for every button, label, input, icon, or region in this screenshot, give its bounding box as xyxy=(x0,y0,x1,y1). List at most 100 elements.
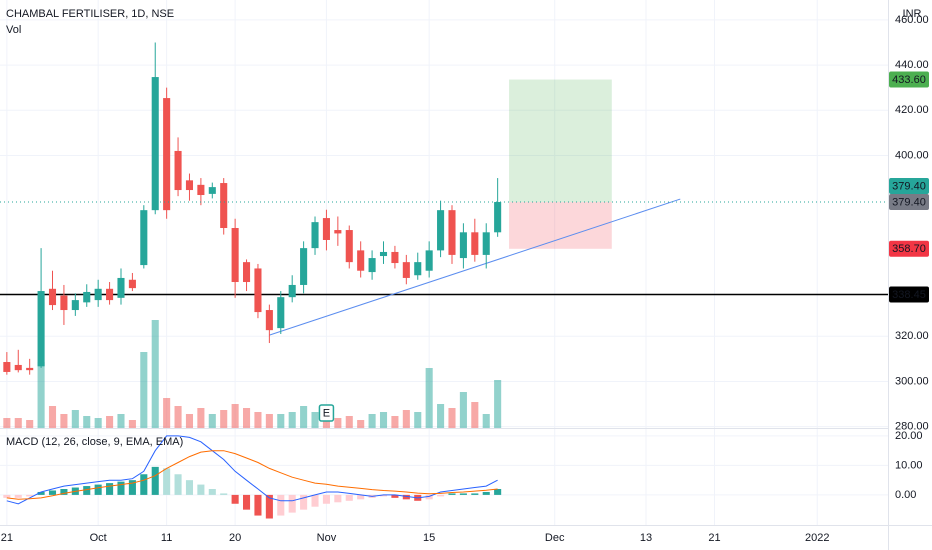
candle-body xyxy=(37,291,45,367)
volume-bar xyxy=(379,412,388,428)
candle-body xyxy=(368,258,376,273)
macd-histogram-bar xyxy=(117,481,125,495)
x-tick-label: 21 xyxy=(1,532,13,544)
x-tick-label: Nov xyxy=(317,532,337,544)
candle-body xyxy=(71,300,79,311)
candle-body xyxy=(448,210,456,255)
macd-histogram-bar xyxy=(311,494,319,507)
macd-histogram-bar xyxy=(300,494,308,510)
macd-histogram-bar xyxy=(322,494,330,504)
x-tick-label: 20 xyxy=(229,532,241,544)
volume-bar xyxy=(128,420,136,428)
candle-body xyxy=(425,250,433,271)
candle-body xyxy=(185,180,194,191)
volume-bar xyxy=(231,404,239,428)
macd-title: MACD (12, 26, close, 9, EMA, EMA) xyxy=(6,436,183,448)
candle-body xyxy=(288,284,296,298)
macd-histogram-bar xyxy=(448,493,456,495)
y-tick-label: 440.00 xyxy=(895,59,929,71)
candle-body xyxy=(231,228,239,283)
macd-histogram-bar xyxy=(437,494,445,497)
candle-body xyxy=(106,288,114,301)
labels: 21 Oct 11 20 Nov 15 Dec 13 21 2022 280.00 300.00 320… xyxy=(1,14,929,544)
macd-histogram-bar xyxy=(425,494,433,500)
macd-histogram-bar xyxy=(277,494,285,516)
candle-body xyxy=(494,202,502,233)
candle-body xyxy=(471,232,479,255)
price-label: 379.40 xyxy=(892,180,926,192)
macd-histogram-bar xyxy=(26,494,34,497)
candle-body xyxy=(94,288,102,301)
macd-histogram-bar xyxy=(208,489,216,495)
macd-histogram-bar xyxy=(357,494,365,500)
y-tick-label: 0.00 xyxy=(895,489,916,501)
candle-body xyxy=(379,251,388,257)
volume-bar xyxy=(471,402,479,428)
volume-bar xyxy=(494,380,502,428)
volume-bar xyxy=(163,398,171,428)
event-label: E xyxy=(323,407,330,419)
candle-body xyxy=(402,262,410,278)
candle-body xyxy=(163,98,171,211)
volume-bar xyxy=(3,418,11,428)
candle-body xyxy=(265,310,273,331)
candle-body xyxy=(322,218,330,240)
candle-body xyxy=(437,210,445,251)
volume-bar xyxy=(300,406,308,428)
x-tick-label: 21 xyxy=(708,532,720,544)
price-label: 433.60 xyxy=(892,74,926,86)
candle-body xyxy=(220,183,228,229)
candle-body xyxy=(128,279,136,289)
candle-body xyxy=(300,248,308,285)
y-tick-label: 300.00 xyxy=(895,375,929,387)
volume-bar xyxy=(117,414,125,428)
price-label-box xyxy=(889,194,929,211)
macd-histogram-bar xyxy=(94,484,102,495)
marks xyxy=(0,42,888,519)
position-target-zone xyxy=(509,79,612,203)
candle-body xyxy=(414,262,422,276)
x-tick-label: 11 xyxy=(161,532,172,544)
y-tick-label: 280.00 xyxy=(895,421,929,433)
volume-bar xyxy=(243,408,251,428)
candle-body xyxy=(151,77,159,211)
y-tick-label: 320.00 xyxy=(895,330,929,342)
candle-body xyxy=(391,251,399,264)
volume-bar xyxy=(402,410,410,428)
macd-histogram-bar xyxy=(391,494,399,498)
macd-histogram-bar xyxy=(334,494,342,503)
macd-histogram-bar xyxy=(254,494,262,516)
volume-bar xyxy=(414,412,422,428)
macd-histogram-bar xyxy=(265,494,273,519)
volume-bar xyxy=(106,416,114,428)
volume-bar xyxy=(345,416,353,428)
x-tick-label: Oct xyxy=(90,532,107,544)
macd-histogram-bar xyxy=(482,491,490,495)
volume-bar xyxy=(151,320,159,428)
macd-histogram-bar xyxy=(14,494,22,498)
macd-histogram-bar xyxy=(459,493,467,495)
candle-body xyxy=(208,187,216,194)
y-tick-label: 10.00 xyxy=(895,459,923,471)
volume-bar xyxy=(391,416,399,428)
volume-bar xyxy=(425,368,433,428)
volume-bar xyxy=(208,414,216,428)
volume-bar xyxy=(334,418,342,428)
volume-title: Vol xyxy=(6,24,21,36)
macd-histogram-bar xyxy=(174,474,182,495)
candle-body xyxy=(26,367,34,371)
volume-bar xyxy=(288,412,296,428)
macd-histogram-bar xyxy=(151,466,159,495)
macd-histogram-bar xyxy=(494,489,502,495)
volume-bar xyxy=(220,410,228,428)
volume-bar xyxy=(71,410,79,428)
macd-histogram-bar xyxy=(140,474,148,495)
price-label-box xyxy=(889,71,929,88)
candle-body xyxy=(277,297,285,329)
macd-line xyxy=(6,450,498,500)
macd-histogram-bar xyxy=(163,468,171,495)
volume-bar xyxy=(254,412,262,428)
x-tick-label: 13 xyxy=(640,532,652,544)
